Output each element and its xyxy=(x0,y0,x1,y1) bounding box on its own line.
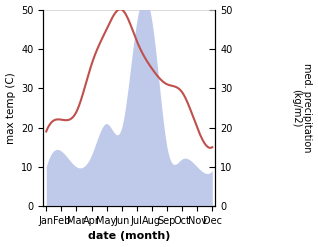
Y-axis label: med. precipitation
(kg/m2): med. precipitation (kg/m2) xyxy=(291,63,313,153)
Y-axis label: max temp (C): max temp (C) xyxy=(5,72,16,144)
X-axis label: date (month): date (month) xyxy=(88,231,170,242)
